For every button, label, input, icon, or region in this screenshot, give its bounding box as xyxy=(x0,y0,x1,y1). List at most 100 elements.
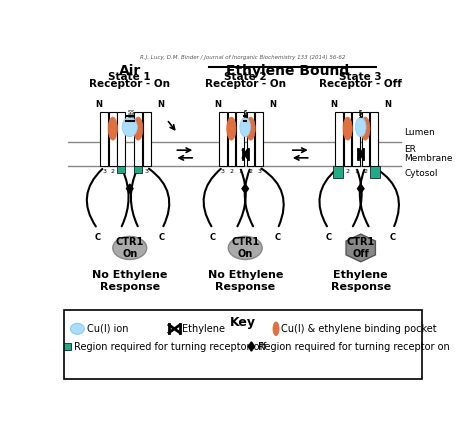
Text: 3: 3 xyxy=(372,169,376,175)
Ellipse shape xyxy=(343,117,352,140)
Bar xyxy=(333,166,343,178)
Text: C: C xyxy=(274,233,281,243)
Bar xyxy=(134,166,142,173)
Text: C: C xyxy=(325,233,331,243)
Text: Region required for turning receptor on: Region required for turning receptor on xyxy=(257,341,449,351)
Bar xyxy=(64,343,71,350)
Text: 2: 2 xyxy=(229,169,233,175)
Text: CTR1
Off: CTR1 Off xyxy=(346,237,375,259)
Text: N: N xyxy=(157,100,164,109)
Text: Lumen: Lumen xyxy=(405,128,436,137)
Ellipse shape xyxy=(134,117,143,140)
Bar xyxy=(118,112,125,166)
Text: S: S xyxy=(128,110,131,115)
Bar xyxy=(64,310,422,379)
Text: Receptor - On: Receptor - On xyxy=(205,79,286,89)
Polygon shape xyxy=(248,342,255,351)
Text: 3: 3 xyxy=(145,169,149,175)
Bar xyxy=(362,112,369,166)
Ellipse shape xyxy=(246,117,255,140)
Text: No Ethylene
Response: No Ethylene Response xyxy=(92,270,167,292)
Text: 2: 2 xyxy=(249,169,253,175)
Text: State 3: State 3 xyxy=(339,72,382,82)
Bar xyxy=(236,112,244,166)
Ellipse shape xyxy=(361,117,370,140)
Text: Ethylene: Ethylene xyxy=(182,324,225,334)
Text: Cu(I) ion: Cu(I) ion xyxy=(87,324,128,334)
Text: S: S xyxy=(244,110,247,115)
Text: S: S xyxy=(359,114,363,119)
Text: CTR1
On: CTR1 On xyxy=(116,237,144,259)
Text: Cytosol: Cytosol xyxy=(405,169,438,178)
Text: State 2: State 2 xyxy=(224,72,266,82)
Text: 3: 3 xyxy=(337,169,341,175)
Bar xyxy=(247,112,255,166)
Ellipse shape xyxy=(227,117,236,140)
Bar xyxy=(370,112,378,166)
Text: Ethylene Bound: Ethylene Bound xyxy=(226,64,349,78)
Text: No Ethylene
Response: No Ethylene Response xyxy=(208,270,283,292)
Text: 2: 2 xyxy=(346,169,350,175)
Text: 2: 2 xyxy=(111,169,115,175)
Text: S: S xyxy=(359,110,363,115)
Text: N: N xyxy=(330,100,337,109)
Text: Receptor - Off: Receptor - Off xyxy=(319,79,402,89)
Text: N: N xyxy=(384,100,391,109)
Ellipse shape xyxy=(228,237,262,259)
Bar xyxy=(109,112,117,166)
Ellipse shape xyxy=(108,117,118,140)
Text: CTR1
On: CTR1 On xyxy=(231,237,259,259)
Text: N: N xyxy=(95,100,102,109)
Text: 1: 1 xyxy=(238,169,242,175)
Text: Cu(I) & ethylene binding pocket: Cu(I) & ethylene binding pocket xyxy=(282,324,437,334)
Text: 1: 1 xyxy=(119,169,123,175)
Bar xyxy=(118,166,125,173)
Text: S: S xyxy=(128,114,131,119)
Ellipse shape xyxy=(240,117,251,137)
Polygon shape xyxy=(357,184,364,193)
Text: N: N xyxy=(214,100,221,109)
Text: S: S xyxy=(244,110,247,115)
Bar xyxy=(255,112,263,166)
Bar xyxy=(228,112,235,166)
Polygon shape xyxy=(242,184,248,193)
Text: 3: 3 xyxy=(257,169,261,175)
Text: S: S xyxy=(131,110,135,115)
Text: ER
Membrane: ER Membrane xyxy=(405,144,453,163)
Ellipse shape xyxy=(71,323,84,334)
Ellipse shape xyxy=(356,117,366,137)
Bar xyxy=(100,112,108,166)
Text: 2: 2 xyxy=(136,169,140,175)
Text: 3: 3 xyxy=(102,169,106,175)
Text: C: C xyxy=(210,233,216,243)
Text: S: S xyxy=(359,114,363,119)
Polygon shape xyxy=(346,234,375,262)
Text: 3: 3 xyxy=(221,169,225,175)
Bar xyxy=(134,112,142,166)
Text: N: N xyxy=(269,100,276,109)
Text: S: S xyxy=(244,114,247,119)
Text: Air: Air xyxy=(118,64,141,78)
Bar xyxy=(219,112,227,166)
Text: S: S xyxy=(359,110,363,115)
Bar xyxy=(370,166,380,178)
Ellipse shape xyxy=(122,117,137,137)
Text: Key: Key xyxy=(230,316,256,329)
Ellipse shape xyxy=(273,322,279,336)
Bar xyxy=(335,112,343,166)
Bar xyxy=(352,112,360,166)
Text: C: C xyxy=(94,233,100,243)
Text: State 1: State 1 xyxy=(109,72,151,82)
Text: S: S xyxy=(131,114,135,119)
Text: 2: 2 xyxy=(364,169,367,175)
Polygon shape xyxy=(127,184,133,193)
Text: S: S xyxy=(244,114,247,119)
Text: C: C xyxy=(159,233,165,243)
Text: C: C xyxy=(390,233,396,243)
Text: Ethylene
Response: Ethylene Response xyxy=(331,270,391,292)
Text: 1: 1 xyxy=(354,169,358,175)
Text: Region required for turning receptor off: Region required for turning receptor off xyxy=(73,341,266,351)
Ellipse shape xyxy=(113,237,146,259)
Bar xyxy=(344,112,352,166)
Text: Receptor - On: Receptor - On xyxy=(89,79,170,89)
